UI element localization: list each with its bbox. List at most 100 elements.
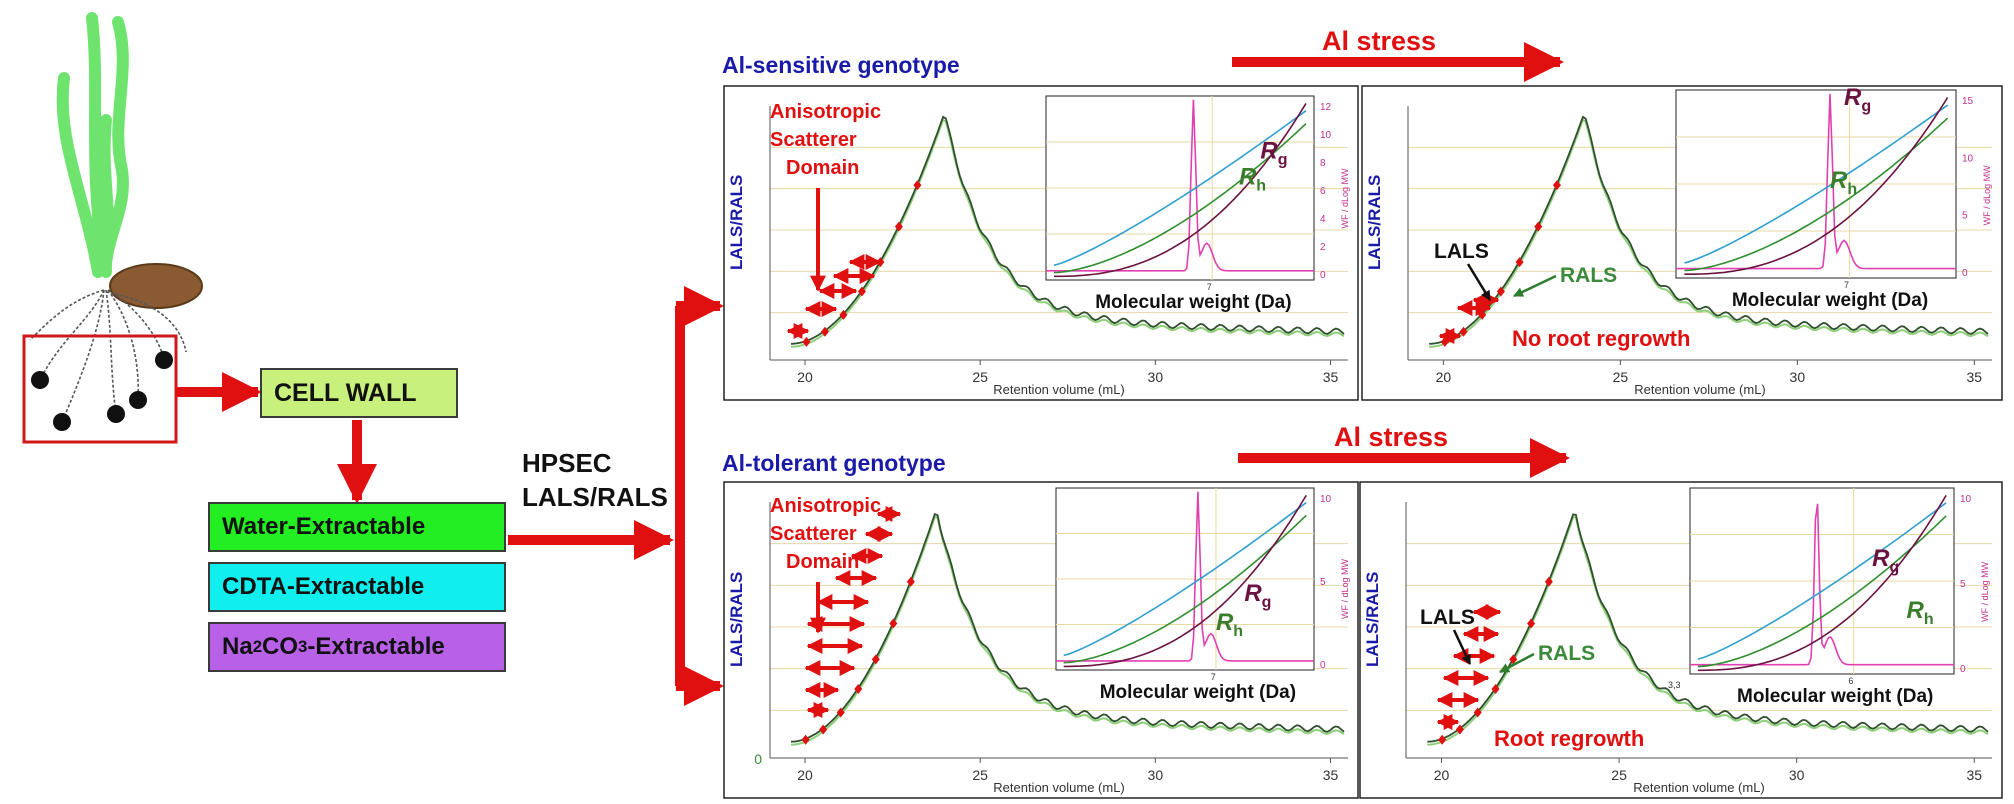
inset-y-tick: 6 [1320, 186, 1326, 197]
rg-label: Rg [1872, 545, 1899, 576]
x-tick-label: 35 [1967, 369, 1983, 385]
rals-curve [1427, 516, 1989, 746]
inset-x-tick-power: 7 [1211, 672, 1216, 682]
inset-x-tick-power: 7 [1207, 282, 1212, 292]
chart-panel-tol-stress: 20 25 30 35 Retention volume (mL) LALS/RALS 0 5… [1359, 481, 2003, 799]
scatter-marker [854, 684, 863, 695]
chart-panel-sens-control: 20 25 30 35 Retention volume (mL) LALS/RALS 0 2… [723, 85, 1359, 401]
scatter-marker [839, 309, 848, 320]
rh-curve-blue [1053, 110, 1307, 267]
x-tick-label: 30 [1789, 767, 1805, 783]
plant-illustration [22, 12, 203, 444]
rals-pointer [1499, 652, 1535, 674]
rg-curve [1054, 102, 1307, 278]
inset-y-axis-label: WF / dLog MW [1340, 168, 1350, 229]
x-tick-label: 30 [1148, 369, 1164, 385]
al-stress-label-bottom: Al stress [1334, 422, 1449, 452]
scatter-marker [913, 180, 922, 191]
rg-curve [1684, 97, 1949, 275]
x-axis-label: Retention volume (mL) [993, 382, 1125, 397]
rh-label: Rh [1906, 597, 1933, 628]
y-axis-label: LALS/RALS [727, 572, 746, 667]
mw-distribution-curve [1056, 491, 1314, 662]
rh-curve [1697, 515, 1947, 668]
inset-y-tick: 10 [1320, 494, 1332, 505]
scatter-marker [906, 576, 915, 587]
rh-label: Rh [1830, 167, 1857, 198]
inset-y-tick: 2 [1320, 242, 1326, 253]
rg-label: Rg [1244, 580, 1271, 611]
seed-icon [109, 263, 203, 309]
lals-label: LALS [1420, 606, 1475, 629]
inset-x-axis-label: Molecular weight (Da) [1095, 292, 1291, 313]
method-line-1: HPSEC [522, 448, 612, 478]
root-tip-box [22, 334, 178, 444]
x-tick-label: 20 [797, 767, 813, 783]
rh-curve-blue [1063, 501, 1307, 657]
lals-curve [1427, 513, 1989, 743]
anisotropic-label-line: Anisotropic [770, 101, 881, 123]
lals-rals-callout: LALS RALS [1420, 606, 1595, 674]
scatter-marker [802, 336, 811, 347]
cdta-extractable-box: CDTA-Extractable [208, 562, 506, 612]
scatter-marker [836, 707, 845, 718]
x-tick-label: 30 [1148, 767, 1164, 783]
x-tick-label: 20 [1436, 369, 1452, 385]
x-tick-label: 25 [1611, 767, 1627, 783]
x-axis-label: Retention volume (mL) [1634, 382, 1766, 397]
anisotropic-label-line: Scatterer [770, 523, 857, 545]
rh-curve-blue [1684, 104, 1949, 264]
y-tick-label: 0 [754, 751, 762, 767]
y-axis-label: LALS/RALS [727, 175, 746, 270]
mw-distribution-curve [1676, 93, 1956, 270]
scatter-marker [820, 326, 829, 337]
x-tick-label: 35 [1323, 767, 1339, 783]
rh-curve [1063, 514, 1307, 664]
na2co3-extractable-box: Na 2 CO 3 -Extractable [208, 622, 506, 672]
rals-pointer [1513, 274, 1557, 298]
scatter-marker [871, 654, 880, 665]
inset-chart: 0 5 10 WF / dLog MW 6 3,3 Molecular weight (Da… [1668, 487, 1990, 707]
lals-pointer [1452, 629, 1472, 665]
scatter-marker [1473, 707, 1482, 718]
outcome-root-regrowth: Root regrowth [1494, 726, 1644, 751]
scatter-marker [1544, 576, 1553, 587]
inset-x-axis-label: Molecular weight (Da) [1732, 290, 1928, 311]
scatter-marker [1552, 180, 1561, 191]
inset-y-tick: 5 [1960, 579, 1966, 590]
anisotropic-label-line: Scatterer [770, 129, 857, 151]
y-axis-label: LALS/RALS [1365, 175, 1384, 270]
inset-y-tick: 0 [1320, 660, 1326, 671]
rals-curve [1429, 118, 1989, 348]
inset-y-tick: 0 [1962, 268, 1968, 279]
scatter-marker [857, 286, 866, 297]
inset-y-axis-label: WF / dLog MW [1340, 559, 1350, 620]
inset-y-tick: 10 [1320, 130, 1332, 141]
inset-y-tick: 12 [1320, 102, 1332, 113]
rals-label: RALS [1560, 264, 1617, 287]
scatter-marker [894, 221, 903, 232]
anisotropic-label-line: Domain [786, 157, 859, 179]
anisotropic-label-line: Anisotropic [770, 495, 881, 517]
x-tick-label: 35 [1966, 767, 1982, 783]
rg-label: Rg [1260, 138, 1287, 169]
anisotropic-label-line: Domain [786, 551, 859, 573]
lals-pointer [1466, 263, 1492, 301]
x-tick-label: 20 [797, 369, 813, 385]
scatter-marker [889, 618, 898, 629]
rh-label: Rh [1216, 609, 1243, 640]
x-tick-label: 25 [1613, 369, 1629, 385]
lals-label: LALS [1434, 240, 1489, 263]
y-axis-label: LALS/RALS [1363, 572, 1382, 667]
method-label: HPSEC LALS/RALS [522, 446, 668, 514]
lals-curve [790, 512, 1345, 743]
rals-curve [790, 118, 1345, 348]
inset-x-tick-prefix: 3,3 [1668, 680, 1681, 690]
rals-label: RALS [1538, 642, 1595, 665]
inset-y-tick: 15 [1962, 96, 1974, 107]
inset-y-tick: 4 [1320, 214, 1326, 225]
inset-y-tick: 10 [1962, 153, 1974, 164]
lals-curve [790, 115, 1345, 345]
scatter-marker [1491, 684, 1500, 695]
